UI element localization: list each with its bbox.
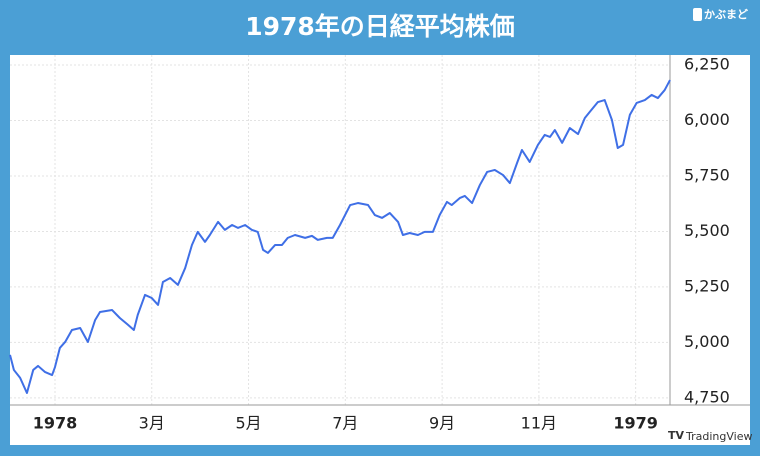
y-tick-label: 5,000 bbox=[684, 332, 730, 351]
watermark: TradingView bbox=[685, 430, 752, 443]
x-tick-label: 9月 bbox=[429, 414, 455, 433]
y-tick-label: 6,250 bbox=[684, 54, 730, 73]
y-tick-label: 4,750 bbox=[684, 387, 730, 406]
y-tick-label: 6,000 bbox=[684, 110, 730, 129]
line bbox=[9, 79, 671, 395]
brand-icon bbox=[693, 8, 702, 21]
watermark-icon: TV bbox=[668, 429, 685, 442]
y-tick-label: 5,500 bbox=[684, 221, 730, 240]
panel bbox=[10, 55, 750, 445]
y-tick-label: 5,750 bbox=[684, 165, 730, 184]
y-tick-label: 5,250 bbox=[684, 276, 730, 295]
brand: かぶまど bbox=[704, 8, 748, 21]
x-tick-label: 3月 bbox=[139, 414, 165, 433]
x-tick-label: 11月 bbox=[521, 414, 557, 433]
x-tick-label: 7月 bbox=[332, 414, 358, 433]
x-tick-label: 5月 bbox=[235, 414, 261, 433]
chart-title: 1978年の日経平均株価 bbox=[245, 12, 515, 41]
x-tick-label: 1978 bbox=[33, 414, 78, 433]
x-tick-label: 1979 bbox=[613, 414, 658, 433]
